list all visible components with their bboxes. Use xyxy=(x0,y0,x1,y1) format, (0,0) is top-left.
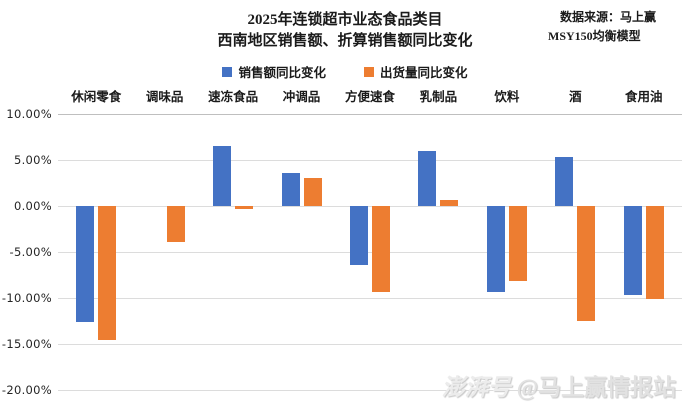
category-label-6: 乳制品 xyxy=(419,90,458,104)
category-label-2: 调味品 xyxy=(145,90,184,104)
category-label-5: 方便速食 xyxy=(344,90,395,104)
legend-swatch-blue-icon xyxy=(222,66,233,77)
category-label-4: 冲调品 xyxy=(282,90,321,104)
category-label-8: 酒 xyxy=(569,90,582,104)
y-axis-tick-label: -10.00% xyxy=(1,291,52,305)
watermark-logo: 澎湃号 xyxy=(441,375,511,400)
bar-销售额同比变化-方便速食 xyxy=(350,206,368,265)
chart-legend: 销售额同比变化 出货量同比变化 xyxy=(0,62,690,81)
y-axis-tick-label: 10.00% xyxy=(6,107,52,121)
chart-title-line2: 西南地区销售额、折算销售额同比变化 xyxy=(217,33,473,49)
bar-出货量同比变化-速冻食品 xyxy=(235,206,254,209)
bar-出货量同比变化-酒 xyxy=(577,206,596,321)
gridline-10.00% xyxy=(58,114,682,115)
gridline--5.00% xyxy=(58,252,682,253)
watermark-text: @马上赢情报站 xyxy=(516,375,676,400)
legend-item-shipment: 出货量同比变化 xyxy=(364,62,468,81)
bar-销售额同比变化-酒 xyxy=(555,157,574,206)
data-source-line2: MSY150均衡模型 xyxy=(548,29,641,43)
category-label-3: 速冻食品 xyxy=(208,90,259,104)
chart-title: 2025年连锁超市业态食品类目 西南地区销售额、折算销售额同比变化 xyxy=(145,10,545,52)
bar-销售额同比变化-速冻食品 xyxy=(213,146,232,206)
gridline-5.00% xyxy=(58,160,682,161)
watermark: 澎湃号 @马上赢情报站 xyxy=(442,368,676,402)
bar-出货量同比变化-乳制品 xyxy=(440,199,459,206)
bar-销售额同比变化-饮料 xyxy=(486,206,505,293)
legend-label-sales: 销售额同比变化 xyxy=(238,66,326,80)
chart-title-line1: 2025年连锁超市业态食品类目 xyxy=(247,12,443,28)
legend-item-sales: 销售额同比变化 xyxy=(222,62,326,81)
y-axis-tick-label: -15.00% xyxy=(1,337,52,351)
bar-出货量同比变化-方便速食 xyxy=(372,206,390,292)
gridline--15.00% xyxy=(58,344,682,345)
y-axis-tick-label: 0.00% xyxy=(13,199,52,213)
category-label-1: 休闲零食 xyxy=(71,90,122,104)
bar-出货量同比变化-调味品 xyxy=(166,206,185,242)
gridline-0.00% xyxy=(58,206,682,207)
gridline--10.00% xyxy=(58,298,682,299)
bar-销售额同比变化-冲调品 xyxy=(281,172,300,206)
legend-swatch-orange-icon xyxy=(364,66,374,77)
category-label-9: 食用油 xyxy=(625,90,663,104)
y-axis-tick-label: -20.00% xyxy=(1,383,52,397)
bar-出货量同比变化-饮料 xyxy=(508,206,527,282)
bar-销售额同比变化-乳制品 xyxy=(418,150,437,206)
y-axis-tick-label: 5.00% xyxy=(13,153,52,167)
bar-销售额同比变化-食用油 xyxy=(623,206,642,296)
category-label-7: 饮料 xyxy=(494,90,520,104)
gridline--20.00% xyxy=(58,390,682,391)
data-source-line1: 数据来源：马上赢 xyxy=(560,10,657,24)
y-axis-tick-label: -5.00% xyxy=(9,245,52,259)
data-source-note: 数据来源：马上赢 MSY150均衡模型 xyxy=(548,8,678,46)
bar-销售额同比变化-休闲零食 xyxy=(76,206,95,322)
bar-出货量同比变化-休闲零食 xyxy=(98,206,117,341)
bar-出货量同比变化-冲调品 xyxy=(303,178,322,206)
legend-label-shipment: 出货量同比变化 xyxy=(380,66,468,80)
bar-出货量同比变化-食用油 xyxy=(645,206,664,299)
